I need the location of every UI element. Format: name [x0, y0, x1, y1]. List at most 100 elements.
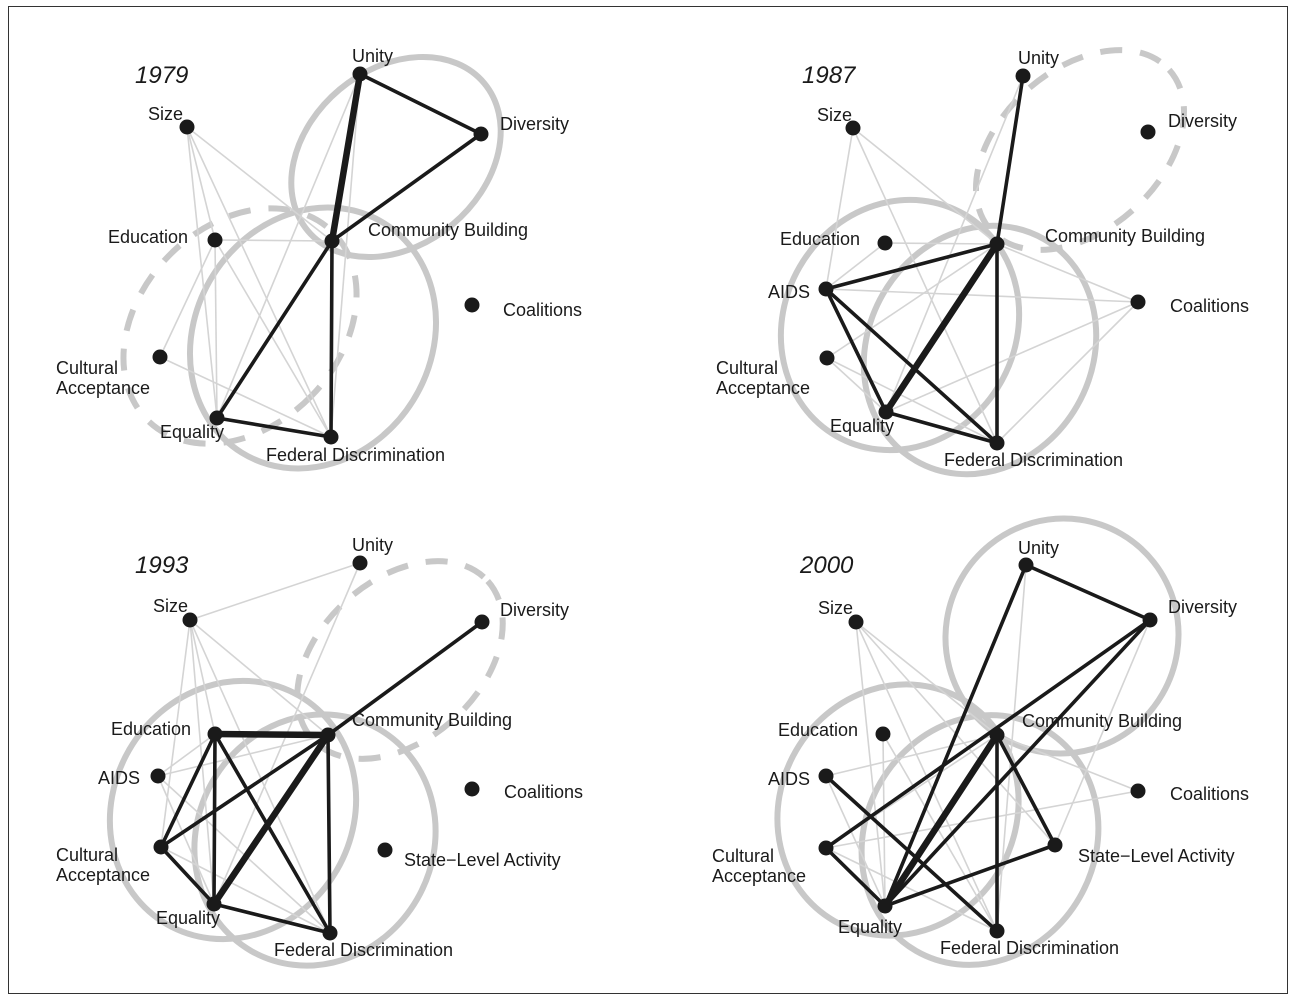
node-label-equality: Equality [160, 422, 224, 442]
strong-edge-aids-equality [824, 287, 888, 414]
panel-1993: 1993 Unity Size Diversity Education Community… [56, 535, 583, 969]
strong-edge-community-state [995, 733, 1057, 847]
node-label-size: Size [817, 105, 852, 125]
cluster-ellipse [186, 204, 440, 472]
node-label-community: Community Building [1045, 226, 1205, 246]
node-unity [352, 66, 368, 82]
panel-year-label: 1993 [135, 552, 189, 579]
strong-edge-equality-federal [212, 902, 332, 935]
strong-edge-community-equality [210, 731, 332, 908]
node-education [877, 235, 893, 251]
strong-edge-cultural-equality [159, 845, 216, 906]
weak-edge-size-unity [189, 562, 361, 621]
weak-edge-education-size [189, 619, 216, 735]
strong-edge-equality-federal [884, 410, 999, 445]
node-label-unity: Unity [352, 46, 393, 66]
weak-edge-aids-education [825, 242, 886, 290]
strong-edge-aids-federal [824, 774, 999, 933]
cluster-ellipse [191, 711, 439, 969]
weak-edge-cultural-education [159, 239, 216, 358]
strong-edge-aids-community [824, 242, 999, 291]
cluster-ellipse [860, 222, 1100, 478]
weak-edge-unity-federal [330, 73, 361, 438]
weak-edge-aids-community [157, 734, 329, 777]
strong-edge-diversity-community [326, 620, 484, 737]
weak-edge-cultural-federal [825, 847, 998, 932]
strong-edge-unity-community [328, 70, 364, 245]
strong-edge-unity-diversity [358, 72, 483, 136]
weak-edge-size-federal [852, 127, 998, 444]
strong-edge-education-federal [213, 732, 332, 935]
weak-edge-size-community [855, 621, 998, 736]
strong-edge-community-equality [882, 240, 1001, 416]
weak-edge-size-aids [825, 127, 854, 290]
node-state [377, 842, 393, 858]
cluster-ellipse [858, 712, 1102, 968]
weak-edge-aids-equality [157, 775, 215, 905]
node-label-diversity: Diversity [1168, 111, 1237, 131]
node-label-equality: Equality [830, 416, 894, 436]
node-diversity [474, 614, 490, 630]
cluster-ellipse [288, 53, 504, 261]
node-label-state: State−Level Activity [1078, 846, 1235, 866]
weak-edge-unity-equality [885, 75, 1024, 413]
weak-edge-education-community [884, 242, 998, 245]
weak-edge-equality-cultural [826, 357, 887, 413]
strong-edge-unity-community [995, 74, 1025, 246]
strong-edge-aids-federal [824, 287, 999, 445]
node-label-federal: Federal Discrimination [266, 445, 445, 465]
node-aids [818, 281, 834, 297]
node-label-unity: Unity [1018, 538, 1059, 558]
node-diversity [473, 126, 489, 142]
node-label-size: Size [153, 596, 188, 616]
weak-edge-coalitions-community [996, 243, 1139, 303]
weak-edge-aids-education [157, 733, 216, 777]
strong-edge-education-community [211, 730, 332, 739]
panel-1979: 1979 Unity Size Diversity Education Community… [56, 46, 582, 472]
node-cultural [819, 350, 835, 366]
strong-edge-unity-diversity [1024, 563, 1152, 622]
node-state [1047, 837, 1063, 853]
weak-edge-education-community [214, 239, 333, 242]
node-label-community: Community Building [1022, 711, 1182, 731]
node-federal [989, 923, 1005, 939]
node-unity [1018, 557, 1034, 573]
node-community [320, 727, 336, 743]
node-education [207, 726, 223, 742]
weak-edge-aids-community [825, 734, 998, 777]
node-label-equality: Equality [838, 917, 902, 937]
node-coalitions [464, 781, 480, 797]
panel-year-label: 1979 [135, 62, 188, 89]
node-unity [1015, 68, 1031, 84]
weak-edge-coalitions-equality [885, 301, 1139, 413]
figure-frame [8, 6, 1288, 994]
weak-edge-cultural-community [826, 243, 998, 359]
node-label-aids: AIDS [768, 282, 810, 302]
strong-edge-cultural-equality [824, 846, 887, 908]
node-label-coalitions: Coalitions [1170, 784, 1249, 804]
node-aids [150, 768, 166, 784]
node-community [324, 233, 340, 249]
node-label-coalitions: Coalitions [1170, 296, 1249, 316]
node-label-unity: Unity [1018, 48, 1059, 68]
node-label-diversity: Diversity [500, 600, 569, 620]
node-community [989, 236, 1005, 252]
strong-edge-community-cultural [159, 733, 330, 849]
weak-edge-education-federal [214, 239, 332, 438]
node-label-federal: Federal Discrimination [944, 450, 1123, 470]
node-label-coalitions: Coalitions [504, 782, 583, 802]
weak-edge-education-federal [882, 733, 998, 932]
strong-edge-community-federal [329, 239, 334, 439]
node-label-cultural: Cultural Acceptance [716, 358, 810, 398]
weak-edge-size-community [186, 126, 333, 242]
node-size [845, 120, 861, 136]
node-label-education: Education [108, 227, 188, 247]
node-equality [877, 898, 893, 914]
panel-2000: 2000 Unity Size Diversity Education Community… [712, 515, 1249, 968]
node-federal [322, 925, 338, 941]
node-label-education: Education [780, 229, 860, 249]
weak-edge-education-equality [214, 239, 218, 419]
node-equality [878, 404, 894, 420]
cluster-ellipse-dashed [294, 558, 506, 762]
